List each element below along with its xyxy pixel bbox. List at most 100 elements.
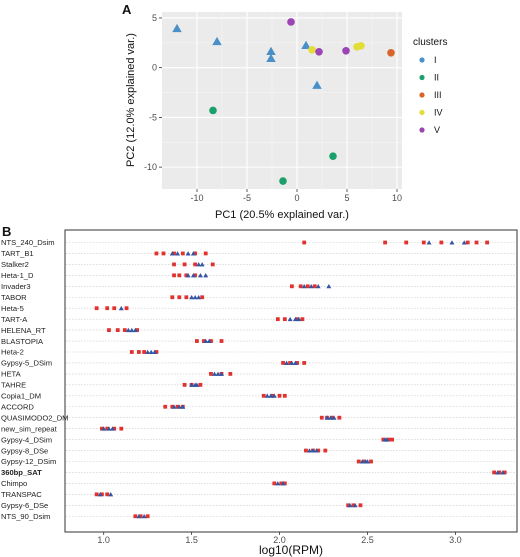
data-point-square <box>351 503 356 508</box>
data-point <box>329 152 337 160</box>
data-point-triangle <box>190 273 196 278</box>
data-point-triangle <box>264 393 270 398</box>
data-point-square <box>288 361 293 365</box>
category-label: Chimpo <box>1 479 27 488</box>
category-label: Heta-2 <box>1 348 24 357</box>
data-point-triangle <box>203 273 209 278</box>
data-point-triangle <box>314 448 319 453</box>
data-point-square <box>281 361 285 365</box>
legend-label: III <box>434 90 442 100</box>
data-point-square <box>356 459 361 464</box>
category-label: NTS_240_Dsim <box>1 238 55 247</box>
data-point-square <box>100 492 104 497</box>
category-label: Gypsy-12_DSim <box>1 457 56 466</box>
data-point-square <box>202 339 206 343</box>
data-point-square <box>302 361 307 365</box>
legend-key <box>419 92 425 98</box>
data-point-square <box>277 393 282 398</box>
data-point-triangle <box>171 404 177 409</box>
data-point-square <box>295 361 300 365</box>
data-point-square <box>381 437 386 442</box>
data-point-square <box>319 415 324 420</box>
data-point-square <box>358 503 363 508</box>
data-point-square <box>346 503 351 508</box>
category-label: BLASTOPIA <box>1 337 44 346</box>
data-point-square <box>302 240 307 245</box>
data-point-triangle <box>194 382 200 387</box>
data-point-triangle <box>203 338 209 344</box>
data-point-triangle <box>175 251 181 256</box>
data-point-square <box>172 262 176 267</box>
data-point-triangle <box>280 481 286 486</box>
data-point <box>301 40 311 50</box>
data-point-square <box>163 404 168 409</box>
legend-label: II <box>434 73 439 83</box>
legend-key <box>419 74 425 81</box>
data-point-square <box>272 481 277 486</box>
data-point-square <box>209 372 213 376</box>
data-point-square <box>170 295 175 300</box>
legend-title: clusters <box>413 37 447 48</box>
category-label: QUASIMODO2_DM <box>1 413 69 422</box>
data-point-square <box>184 295 189 300</box>
data-point-square <box>298 284 303 289</box>
data-point-square <box>172 273 176 278</box>
data-point-square <box>172 251 176 256</box>
category-label: TRANSPAC <box>1 490 42 499</box>
data-point-triangle <box>176 404 182 409</box>
data-point-triangle <box>287 316 293 322</box>
data-point-square <box>300 317 305 322</box>
data-point-triangle <box>110 426 115 431</box>
data-point <box>266 46 276 56</box>
panel-b-plot-frame <box>64 229 518 533</box>
data-point-square <box>193 251 198 256</box>
data-point <box>308 45 316 54</box>
data-point-square <box>112 306 117 311</box>
data-point-square <box>198 382 203 387</box>
panel-b-chart: NTS_240_Dsim TART_B1 Stalker2 Heta-1_D Invad… <box>1 229 518 557</box>
data-point-square <box>492 470 497 475</box>
data-point-square <box>105 426 110 431</box>
data-point-triangle <box>268 393 274 398</box>
data-point-square <box>105 492 110 497</box>
category-label: TART_B1 <box>1 249 34 258</box>
data-point-square <box>316 448 321 453</box>
data-point-square <box>105 306 110 311</box>
data-point-square <box>439 240 444 245</box>
category-label: Gypsy-4_DSim <box>1 435 52 444</box>
data-point-square <box>502 470 507 475</box>
data-point <box>287 18 295 26</box>
data-point-triangle <box>296 316 302 322</box>
data-point-square <box>275 317 280 322</box>
data-point-square <box>193 262 198 267</box>
data-point-triangle <box>359 459 365 464</box>
category-label: TABOR <box>1 293 27 302</box>
category-label: NTS_90_Dsim <box>1 512 50 521</box>
category-label: new_sim_repeat <box>1 424 58 433</box>
data-point <box>212 36 222 46</box>
x-tick-label: 1.5 <box>185 535 198 545</box>
data-point-triangle <box>365 459 370 464</box>
category-label: Heta-5 <box>1 304 24 313</box>
category-label: Heta-1_D <box>1 271 34 280</box>
category-label: TART-A <box>1 315 28 324</box>
x-tick-label: 10 <box>392 193 402 203</box>
data-point-triangle <box>169 251 175 256</box>
data-point-square <box>386 437 391 442</box>
category-label: Gypsy-6_DSe <box>1 501 48 510</box>
x-tick-label: 5 <box>344 193 349 203</box>
data-point-square <box>304 448 308 453</box>
data-point-square <box>282 393 287 398</box>
data-point-square <box>282 317 287 322</box>
data-point-square <box>122 328 127 332</box>
y-tick-label: 5 <box>152 13 157 23</box>
data-point-triangle <box>271 393 277 398</box>
panel-b-letter: B <box>2 224 11 239</box>
data-point-square <box>115 328 120 332</box>
data-point-square <box>124 306 129 311</box>
data-point-triangle <box>352 503 358 508</box>
data-point-square <box>474 240 479 245</box>
y-tick-label: 0 <box>152 63 157 73</box>
data-point <box>266 53 276 62</box>
